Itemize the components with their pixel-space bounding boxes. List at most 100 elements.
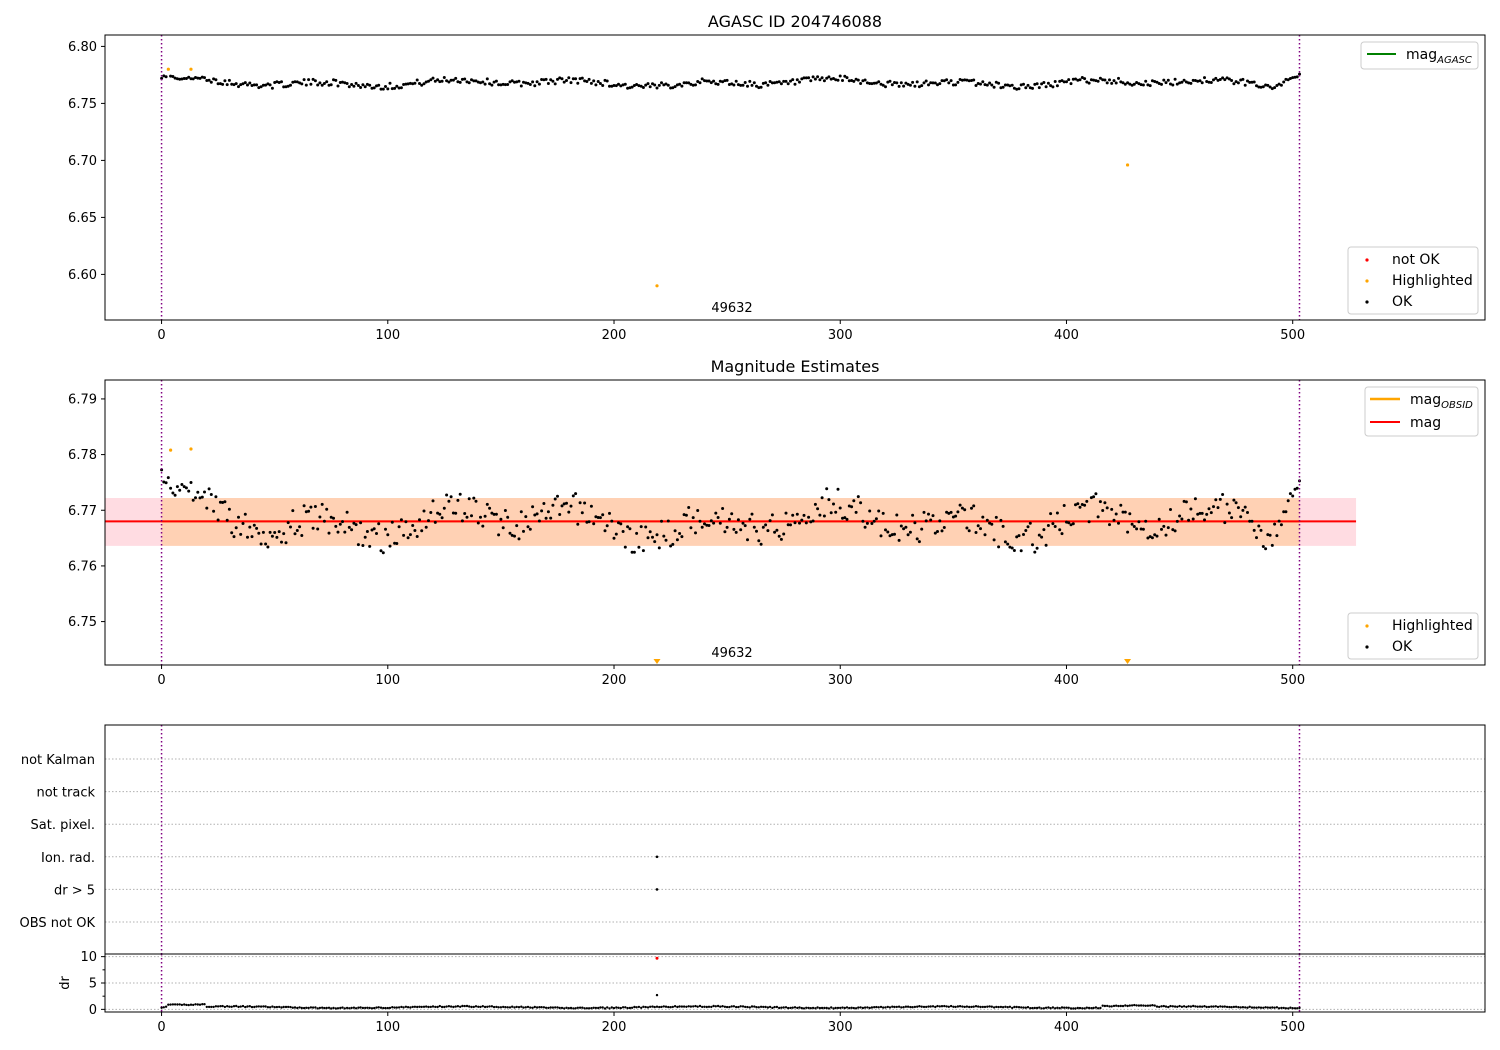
ok-point: [388, 1006, 392, 1010]
ok-point: [309, 505, 313, 509]
ok-point: [1236, 81, 1240, 85]
ok-point: [1031, 1006, 1034, 1010]
x-tick-label: 500: [1280, 328, 1305, 343]
ok-point: [1055, 511, 1059, 515]
ok-point: [1132, 82, 1136, 86]
ok-point: [162, 74, 166, 78]
ok-point: [890, 83, 894, 87]
ok-point: [1135, 527, 1139, 531]
ok-point: [836, 487, 840, 491]
ok-point: [1205, 1005, 1208, 1009]
ok-point: [402, 83, 406, 86]
ok-point: [843, 516, 847, 520]
ok-point: [777, 534, 781, 538]
ok-point: [465, 515, 469, 519]
flag-label: not Kalman: [21, 753, 95, 768]
ok-point: [384, 85, 387, 88]
ok-point: [664, 538, 668, 542]
ok-point: [356, 543, 360, 547]
ok-point: [1275, 1006, 1279, 1009]
ok-point: [300, 534, 304, 537]
ok-point: [454, 1005, 457, 1008]
ok-point: [687, 1005, 690, 1008]
ok-point: [748, 517, 752, 521]
ok-point: [825, 76, 829, 80]
ok-point: [1019, 83, 1023, 87]
ok-point: [736, 518, 740, 522]
ok-point: [1259, 528, 1263, 532]
ok-point: [1289, 1006, 1292, 1009]
ok-point: [1076, 1006, 1080, 1010]
ok-point: [940, 79, 944, 83]
ok-point: [402, 1006, 405, 1009]
ok-point: [223, 79, 227, 83]
ok-point: [822, 79, 826, 83]
ok-point: [1270, 87, 1274, 91]
ok-point: [488, 506, 492, 510]
ok-point: [1128, 512, 1132, 516]
ok-point: [587, 77, 591, 81]
ok-point: [567, 76, 571, 80]
ok-point: [341, 80, 344, 84]
ok-point: [818, 1006, 822, 1010]
ok-point: [291, 509, 295, 513]
ok-point: [868, 82, 872, 85]
ok-point: [746, 1005, 749, 1009]
y-tick-label: 6.79: [68, 392, 97, 407]
ok-point: [1024, 529, 1028, 532]
ok-point: [438, 80, 442, 84]
ok-point: [347, 85, 351, 89]
ok-point: [171, 491, 175, 495]
ok-point: [178, 488, 182, 492]
ok-point: [280, 540, 283, 544]
ok-point: [1083, 77, 1087, 81]
y-tick-label: 6.65: [68, 211, 97, 226]
ok-point: [943, 1004, 946, 1008]
ok-point: [562, 80, 566, 84]
ok-point: [682, 81, 686, 85]
ok-point: [1180, 517, 1184, 521]
ok-point: [1051, 85, 1055, 89]
ok-point: [854, 1007, 858, 1010]
ok-point: [187, 489, 191, 493]
ok-point: [1103, 78, 1107, 82]
ok-point: [300, 82, 304, 86]
ok-point: [676, 1005, 679, 1009]
ok-point: [710, 1005, 713, 1009]
ok-point: [1153, 1004, 1156, 1007]
ok-point: [1246, 1006, 1249, 1009]
ok-point: [1137, 520, 1141, 524]
ok-point: [1234, 501, 1238, 505]
ok-point: [1098, 76, 1102, 80]
ok-point: [243, 81, 247, 85]
ok-point: [916, 1005, 919, 1008]
ok-point: [838, 74, 842, 78]
ok-point: [816, 75, 820, 79]
ok-point: [411, 524, 415, 527]
ok-point: [451, 511, 455, 515]
obs-boundaries: [160, 954, 1301, 1012]
ok-point: [592, 1006, 595, 1009]
ok-point: [515, 524, 519, 528]
ok-point: [868, 1006, 871, 1010]
ok-point: [1227, 511, 1231, 515]
ok-point: [1119, 503, 1123, 507]
ok-point: [1167, 1005, 1170, 1009]
ok-point: [184, 77, 188, 80]
ok-point: [252, 83, 256, 87]
ok-point: [474, 499, 478, 503]
ok-point: [400, 1005, 403, 1009]
ok-point: [318, 515, 322, 519]
ok-point: [947, 1005, 950, 1008]
ok-point: [449, 495, 453, 499]
ok-point: [477, 1005, 480, 1008]
ok-point: [1248, 1005, 1251, 1008]
ok-point: [569, 1006, 573, 1010]
ok-point: [997, 81, 1001, 85]
ok-point: [775, 528, 779, 532]
ok-point: [664, 82, 668, 86]
ok-point: [531, 505, 535, 509]
ok-point: [427, 519, 430, 523]
ok-point: [1291, 1007, 1294, 1010]
ok-point: [906, 1005, 910, 1008]
